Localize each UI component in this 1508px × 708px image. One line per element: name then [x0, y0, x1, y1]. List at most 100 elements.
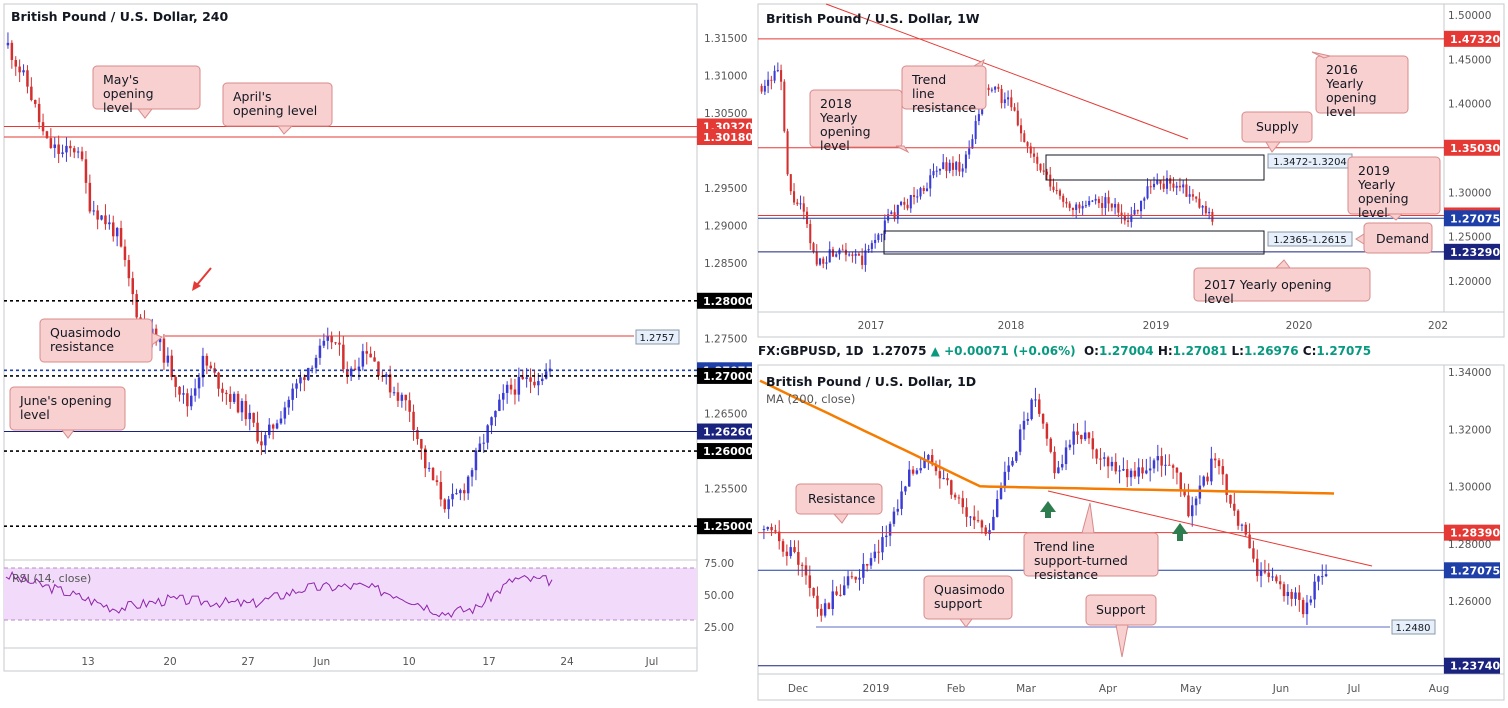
candle — [948, 159, 951, 174]
callout-trend-support: Trend line support-turned resistance — [1023, 502, 1159, 582]
candle — [365, 342, 368, 365]
candle — [995, 490, 999, 518]
callout-2016-yearly: 2016 Yearly opening level — [1311, 51, 1409, 119]
x-tick: 2020 — [1286, 320, 1313, 332]
candle — [1015, 450, 1018, 463]
candle — [1107, 190, 1110, 212]
price-tick: 1.34000 — [1448, 367, 1491, 379]
candle — [482, 433, 485, 453]
candle — [275, 419, 279, 430]
candle — [1175, 467, 1179, 485]
svg-text:1.30180: 1.30180 — [703, 131, 752, 144]
candle — [809, 219, 812, 250]
candle — [885, 525, 888, 547]
candle — [162, 334, 166, 371]
candle — [521, 369, 524, 380]
candle — [1026, 141, 1029, 153]
candle — [76, 147, 80, 159]
svg-text:1.23290: 1.23290 — [1450, 246, 1500, 259]
x-tick: 20 — [163, 656, 176, 668]
candle — [1217, 458, 1221, 475]
chart-4h[interactable]: 1.303201.301801.280001.270751.270001.262… — [0, 0, 753, 704]
price-tick: 1.30000 — [1448, 187, 1491, 199]
candle — [1195, 196, 1198, 203]
svg-text:1.28000: 1.28000 — [703, 295, 752, 308]
candle — [1038, 393, 1041, 417]
callout-support: Support — [1085, 594, 1157, 658]
candle — [1162, 175, 1165, 193]
candle — [880, 233, 883, 243]
candle — [84, 150, 88, 194]
candle — [992, 509, 995, 531]
candle — [1117, 202, 1120, 218]
callout-text: June's opening level — [19, 393, 112, 422]
candle — [1114, 453, 1117, 475]
candle — [835, 252, 838, 258]
callout-junes-opening: June's opening level — [9, 386, 126, 439]
candle — [431, 467, 435, 481]
candle — [104, 204, 107, 230]
qm-price-label: 1.2757 — [640, 333, 675, 344]
candle — [825, 256, 828, 270]
candle — [915, 467, 919, 475]
candle — [96, 205, 99, 230]
candle — [780, 64, 783, 91]
candle — [108, 214, 111, 230]
rsi-line — [5, 570, 553, 619]
chart-title: British Pound / U.S. Dollar, 240 — [11, 9, 228, 24]
candle — [1010, 89, 1013, 111]
candle — [1068, 439, 1072, 451]
candle — [1133, 461, 1137, 479]
callout-text: 2017 Yearly opening level — [1204, 277, 1332, 306]
price-tick: 1.30500 — [704, 108, 747, 120]
candle — [369, 346, 372, 358]
candle — [1211, 208, 1214, 226]
candle — [1213, 453, 1217, 469]
candle — [37, 97, 41, 130]
candle — [1064, 440, 1068, 471]
callout-text: Demand — [1376, 231, 1429, 246]
candle — [517, 367, 521, 402]
callout-text: Resistance — [808, 491, 876, 506]
candle — [14, 56, 17, 76]
chart-daily[interactable]: 1.28390 1.27075 1.23740 1.34000 1.32000 1.30… — [756, 361, 1508, 704]
price-tick: 1.31500 — [704, 33, 747, 45]
candle — [990, 87, 993, 93]
candle — [870, 240, 873, 253]
candle — [846, 570, 850, 589]
candle — [976, 510, 980, 523]
candle — [822, 256, 825, 269]
qm-price-box — [635, 329, 680, 345]
candle — [1062, 193, 1065, 208]
candle — [260, 430, 263, 456]
candle — [1165, 170, 1169, 195]
candle — [1032, 147, 1036, 164]
candle — [851, 251, 854, 263]
candle — [115, 226, 119, 247]
symbol-name: FX:GBPUSD, 1D — [758, 344, 864, 358]
candle — [831, 579, 834, 616]
candle — [969, 515, 972, 526]
candle — [494, 410, 497, 427]
candle — [816, 586, 819, 617]
candle — [766, 526, 769, 531]
candle — [474, 447, 478, 481]
candle — [1324, 564, 1328, 578]
price-label: 1.23290 — [1444, 243, 1500, 260]
candle — [303, 374, 306, 392]
candle — [1013, 103, 1016, 112]
candle — [1122, 457, 1125, 472]
candle — [919, 186, 922, 200]
svg-text:1.28390: 1.28390 — [1450, 527, 1500, 540]
candle — [770, 523, 773, 536]
x-tick: 2018 — [998, 320, 1025, 332]
candle — [1003, 92, 1006, 109]
price-tick: 1.20000 — [1448, 276, 1491, 288]
candle — [123, 239, 127, 267]
candle — [217, 371, 220, 397]
close-value: 1.27075 — [1316, 344, 1372, 358]
candle — [848, 252, 851, 257]
price-tick: 1.45000 — [1448, 54, 1491, 66]
candle — [938, 459, 942, 489]
